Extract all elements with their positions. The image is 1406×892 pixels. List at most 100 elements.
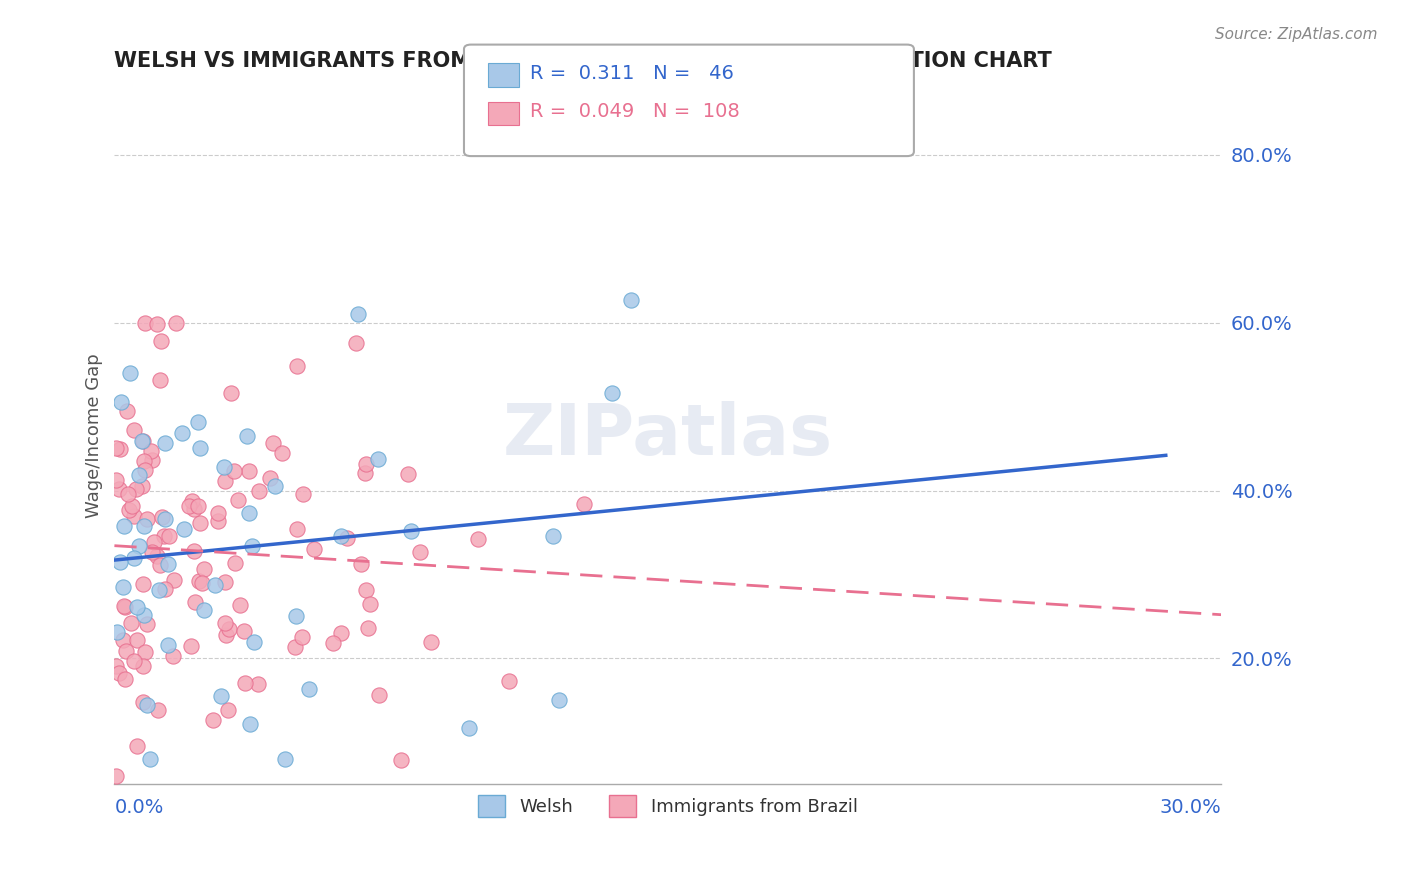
Point [214,474,236,488]
Point [498,674,520,689]
Point [291,487,314,501]
Point [263,479,285,493]
Point [112,633,135,648]
Point [146,703,169,717]
Point [271,446,294,460]
Point [238,506,260,520]
Point [127,739,149,753]
Point [180,494,202,508]
Point [457,721,479,735]
Point [367,452,389,467]
Point [132,434,155,448]
Point [259,471,281,485]
Point [134,454,156,468]
Point [112,599,135,614]
Point [243,635,266,649]
Point [350,558,373,572]
Point [202,713,225,727]
Point [156,638,179,652]
Point [207,506,229,520]
Point [399,524,422,539]
Point [285,359,308,373]
Point [347,307,370,321]
Point [217,703,239,717]
Point [163,573,186,587]
Point [131,695,153,709]
Point [233,676,256,690]
Point [222,464,245,478]
Point [146,318,169,332]
Point [134,463,156,477]
Point [114,599,136,614]
Point [127,632,149,647]
Point [409,545,432,559]
Point [467,532,489,546]
Y-axis label: Wage/Income Gap: Wage/Income Gap [86,353,103,518]
Point [153,529,176,543]
Point [118,367,141,381]
Point [285,522,308,536]
Point [157,529,180,543]
Text: ZIPatlas: ZIPatlas [503,401,832,470]
Point [157,558,180,572]
Point [188,574,211,589]
Text: WELSH VS IMMIGRANTS FROM BRAZIL WAGE/INCOME GAP CORRELATION CHART: WELSH VS IMMIGRANTS FROM BRAZIL WAGE/INC… [114,51,1052,70]
Point [136,617,159,632]
Point [132,577,155,591]
Point [285,608,308,623]
Point [236,429,259,443]
Point [239,716,262,731]
Point [135,512,157,526]
Point [149,558,172,572]
Point [110,394,132,409]
Point [291,630,314,644]
Point [131,434,153,448]
Point [214,615,236,630]
Point [262,435,284,450]
Point [184,595,207,609]
Point [150,509,173,524]
Point [122,654,145,668]
Point [218,622,240,636]
Point [132,518,155,533]
Point [344,335,367,350]
Point [193,562,215,576]
Point [108,482,131,496]
Point [356,621,378,635]
Point [105,441,128,455]
Point [112,519,135,533]
Point [224,556,246,570]
Point [572,497,595,511]
Point [322,636,344,650]
Text: R =  0.049   N =  108: R = 0.049 N = 108 [530,102,740,121]
Point [121,499,143,513]
Point [354,457,377,471]
Point [367,689,389,703]
Text: R =  0.311   N =   46: R = 0.311 N = 46 [530,63,734,83]
Point [170,426,193,441]
Point [107,624,129,639]
Point [107,665,129,680]
Point [273,752,295,766]
Point [183,501,205,516]
Point [153,436,176,450]
Point [177,499,200,513]
Point [131,478,153,492]
Point [298,681,321,696]
Point [141,544,163,558]
Point [330,529,353,543]
Point [238,464,260,478]
Point [108,555,131,569]
Point [284,640,307,654]
Point [183,544,205,558]
Point [204,577,226,591]
Text: 0.0%: 0.0% [114,798,163,817]
Point [138,752,160,766]
Point [420,634,443,648]
Point [302,541,325,556]
Point [219,385,242,400]
Point [136,698,159,712]
Point [105,658,128,673]
Point [122,551,145,566]
Point [117,404,139,418]
